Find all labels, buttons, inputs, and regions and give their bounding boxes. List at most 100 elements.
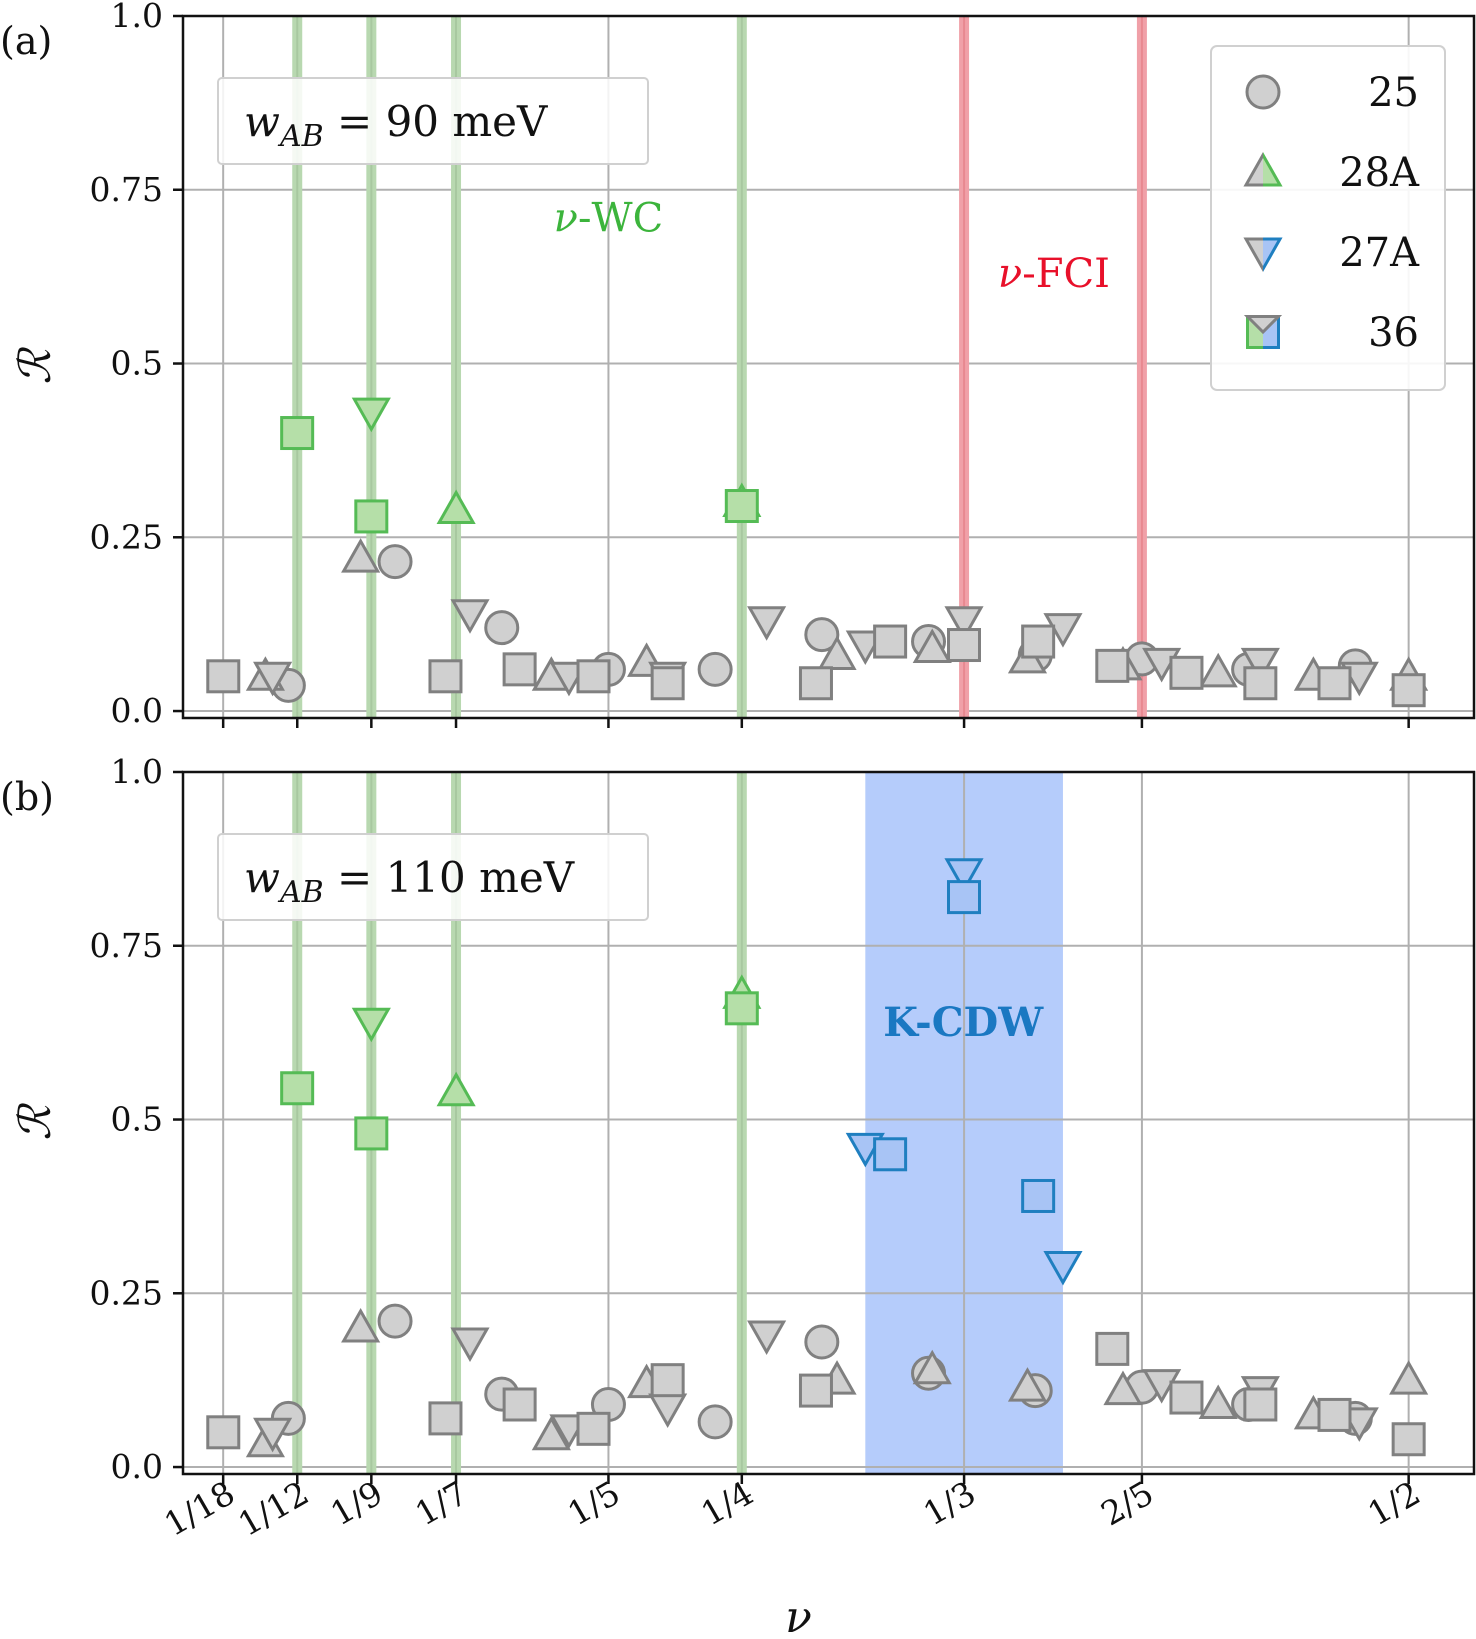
- point-27A: [450, 1327, 490, 1362]
- point-25: [804, 617, 840, 653]
- axes-frame: [181, 770, 1476, 1476]
- y-tick-label: 0.5: [111, 344, 163, 383]
- point-27A: [944, 858, 984, 893]
- parameter-box: [217, 77, 649, 165]
- axes-frame: [181, 14, 1476, 720]
- legend-label-25: 25: [1368, 70, 1419, 116]
- x-tick-label: 1/2: [1361, 1473, 1426, 1533]
- annotation-greek: K-CDW: [883, 999, 1044, 1046]
- x-axis-label: ν: [785, 1592, 812, 1639]
- y-tick-label: 0.5: [111, 1100, 163, 1139]
- point-27A: [253, 661, 293, 697]
- point-36: [1243, 666, 1278, 701]
- point-28A: [912, 628, 952, 663]
- legend-label-36: 36: [1368, 310, 1419, 356]
- x-tick-label: 1/5: [561, 1473, 626, 1533]
- y-axis-label: ℛ: [10, 1103, 61, 1141]
- x-tick-label: 1/3: [917, 1473, 982, 1533]
- point-28A: [912, 1349, 952, 1385]
- point-25: [697, 651, 733, 687]
- annotation-fci: ν-FCI: [998, 251, 1110, 297]
- param-symbol: w: [244, 853, 280, 902]
- point-36: [798, 666, 833, 701]
- panel-label: (b): [0, 775, 54, 819]
- point-27A: [253, 1417, 293, 1453]
- param-subscript: AB: [277, 875, 324, 910]
- y-tick-label: 0.25: [90, 517, 163, 556]
- annotation-cdw: K-CDW: [883, 999, 1044, 1046]
- point-36: [428, 659, 463, 694]
- point-36: [1391, 1422, 1426, 1457]
- point-36: [724, 991, 759, 1026]
- annotation-greek: ν: [554, 195, 578, 241]
- legend: 25 28A 27A 36: [1210, 45, 1446, 391]
- point-28A: [1389, 1360, 1429, 1395]
- point-36: [1021, 1178, 1056, 1213]
- legend-marker-27A: [1263, 237, 1283, 273]
- parameter-text: wAB = 110 meV: [244, 853, 575, 910]
- legend-marker-25: [1245, 74, 1281, 110]
- point-36: [873, 624, 908, 659]
- annotation-rest: -FCI: [1022, 251, 1110, 297]
- point-36: [1243, 1387, 1278, 1422]
- point-27A: [1043, 1250, 1083, 1286]
- legend-marker-28A: [1243, 151, 1263, 187]
- legend-marker-27A: [1243, 237, 1263, 273]
- legend-label-28A: 28A: [1339, 150, 1420, 196]
- point-36: [1095, 1331, 1130, 1366]
- point-25: [377, 544, 413, 580]
- x-tick-label: 1/7: [409, 1473, 474, 1533]
- legend-marker-28A: [1263, 151, 1283, 187]
- point-27A: [351, 397, 391, 433]
- x-tick-label: 1/9: [324, 1473, 389, 1533]
- point-25: [377, 1303, 413, 1339]
- point-28A: [1198, 1384, 1238, 1419]
- legend-marker-left: [1243, 237, 1263, 273]
- legend-box: [1210, 45, 1446, 391]
- point-36: [576, 659, 611, 694]
- legend-label-27A: 27A: [1339, 230, 1420, 276]
- x-tick-label: 2/5: [1094, 1473, 1159, 1533]
- y-tick-label: 0.75: [90, 926, 163, 965]
- param-rest: = 90 meV: [324, 97, 548, 146]
- point-36: [280, 1071, 315, 1106]
- point-36: [354, 1116, 389, 1151]
- annotation-wc: ν-WC: [554, 195, 664, 241]
- y-tick-label: 1.0: [111, 0, 163, 35]
- point-36: [947, 880, 982, 915]
- point-36: [650, 666, 685, 701]
- point-28A: [817, 635, 857, 670]
- point-27A: [1240, 647, 1280, 683]
- y-tick-label: 0.0: [111, 1447, 163, 1486]
- point-28A: [341, 1307, 381, 1343]
- annotation-rest: -WC: [578, 195, 663, 241]
- param-rest: = 110 meV: [324, 853, 575, 902]
- x-tick-label: 1/4: [694, 1473, 759, 1533]
- point-36: [428, 1401, 463, 1436]
- legend-marker-right: [1263, 237, 1283, 273]
- point-36: [1317, 666, 1352, 701]
- point-36: [502, 652, 537, 687]
- parameter-box: [217, 833, 649, 921]
- point-36: [724, 489, 759, 524]
- shared-x-axis: 1/181/12 1/9 1/7 1/5 1/4 1/3 2/5 1/2 ν: [157, 1473, 1426, 1639]
- x-tick-label: 1/12: [232, 1473, 316, 1544]
- point-36: [1169, 1380, 1204, 1415]
- point-25: [804, 1324, 840, 1360]
- point-36: [650, 1363, 685, 1398]
- point-27A: [747, 1320, 787, 1356]
- param-subscript: AB: [277, 119, 324, 154]
- y-tick-label: 0.0: [111, 691, 163, 730]
- point-36: [873, 1137, 908, 1172]
- point-36: [502, 1387, 537, 1422]
- point-28A: [341, 538, 381, 573]
- point-36: [1169, 655, 1204, 690]
- point-36: [354, 499, 389, 534]
- point-36: [1391, 673, 1426, 708]
- legend-marker-right: [1263, 151, 1283, 187]
- point-36: [280, 416, 315, 451]
- point-25: [697, 1404, 733, 1440]
